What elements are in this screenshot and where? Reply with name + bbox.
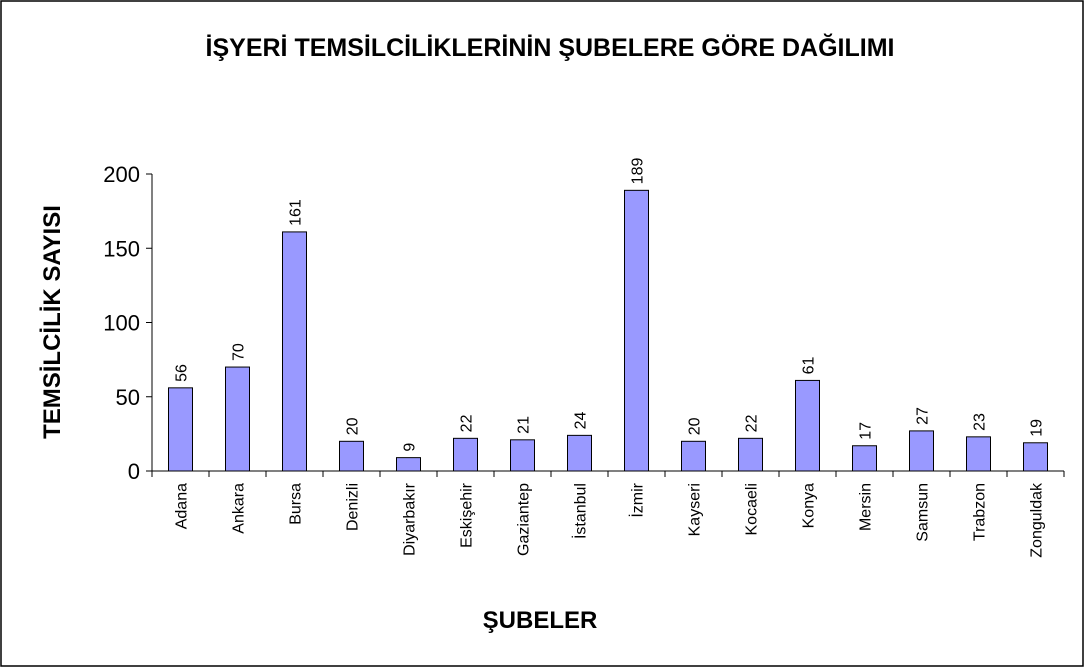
- y-tick-label: 100: [103, 311, 140, 336]
- x-tick-label: Konya: [801, 483, 818, 528]
- bar: [225, 366, 250, 472]
- bar: [681, 440, 706, 472]
- x-tick-label: Mersin: [858, 483, 875, 531]
- x-tick-label: Trabzon: [972, 483, 989, 541]
- x-tick-label: Samsun: [915, 483, 932, 542]
- data-label: 161: [288, 199, 305, 226]
- bar: [282, 231, 307, 472]
- x-tick-label: Eskişehir: [459, 482, 476, 548]
- y-tick-label: 150: [103, 236, 140, 261]
- bar: [1023, 442, 1048, 472]
- x-tick-label: Kocaeli: [744, 483, 761, 535]
- data-label: 22: [459, 414, 476, 432]
- data-label: 9: [402, 443, 419, 452]
- bar: [966, 436, 991, 472]
- x-tick-label: İzmir: [628, 482, 647, 517]
- bar: [168, 387, 193, 472]
- bar: [738, 437, 763, 472]
- x-tick-label: Zonguldak: [1029, 482, 1046, 558]
- bar: [852, 445, 877, 472]
- x-tick-label: Kayseri: [687, 483, 704, 536]
- y-axis-label: TEMSİLCİLİK SAYISI: [39, 205, 66, 439]
- x-tick-label: İstanbul: [571, 483, 590, 539]
- chart-title: İŞYERİ TEMSİLCİLİKLERİNİN ŞUBELERE GÖRE …: [205, 34, 895, 62]
- x-tick-label: Bursa: [288, 483, 305, 525]
- bar: [909, 430, 934, 472]
- y-tick-label: 200: [103, 162, 140, 187]
- bar: [396, 457, 421, 472]
- x-tick-label: Adana: [174, 483, 191, 529]
- y-tick-label: 50: [116, 385, 140, 410]
- data-label: 22: [744, 414, 761, 432]
- data-label: 24: [573, 411, 590, 429]
- data-label: 21: [516, 416, 533, 434]
- data-label: 61: [801, 357, 818, 375]
- data-label: 20: [687, 417, 704, 435]
- x-axis-label: ŞUBELER: [483, 607, 598, 634]
- x-tick-label: Diyarbakır: [402, 482, 419, 556]
- data-label: 19: [1029, 419, 1046, 437]
- data-label: 56: [174, 364, 191, 382]
- data-label: 27: [915, 407, 932, 425]
- bar: [453, 437, 478, 472]
- bar: [624, 189, 649, 472]
- x-tick-label: Denizli: [345, 483, 362, 531]
- x-tick-label: Ankara: [231, 483, 248, 534]
- bar: [567, 434, 592, 472]
- data-label: 20: [345, 417, 362, 435]
- bar: [339, 440, 364, 472]
- bar: [510, 439, 535, 472]
- x-tick-label: Gaziantep: [516, 483, 533, 556]
- data-label: 23: [972, 413, 989, 431]
- bar: [795, 379, 820, 472]
- data-label: 17: [858, 422, 875, 440]
- data-label: 189: [630, 158, 647, 185]
- data-label: 70: [231, 343, 248, 361]
- y-tick-label: 0: [128, 459, 140, 484]
